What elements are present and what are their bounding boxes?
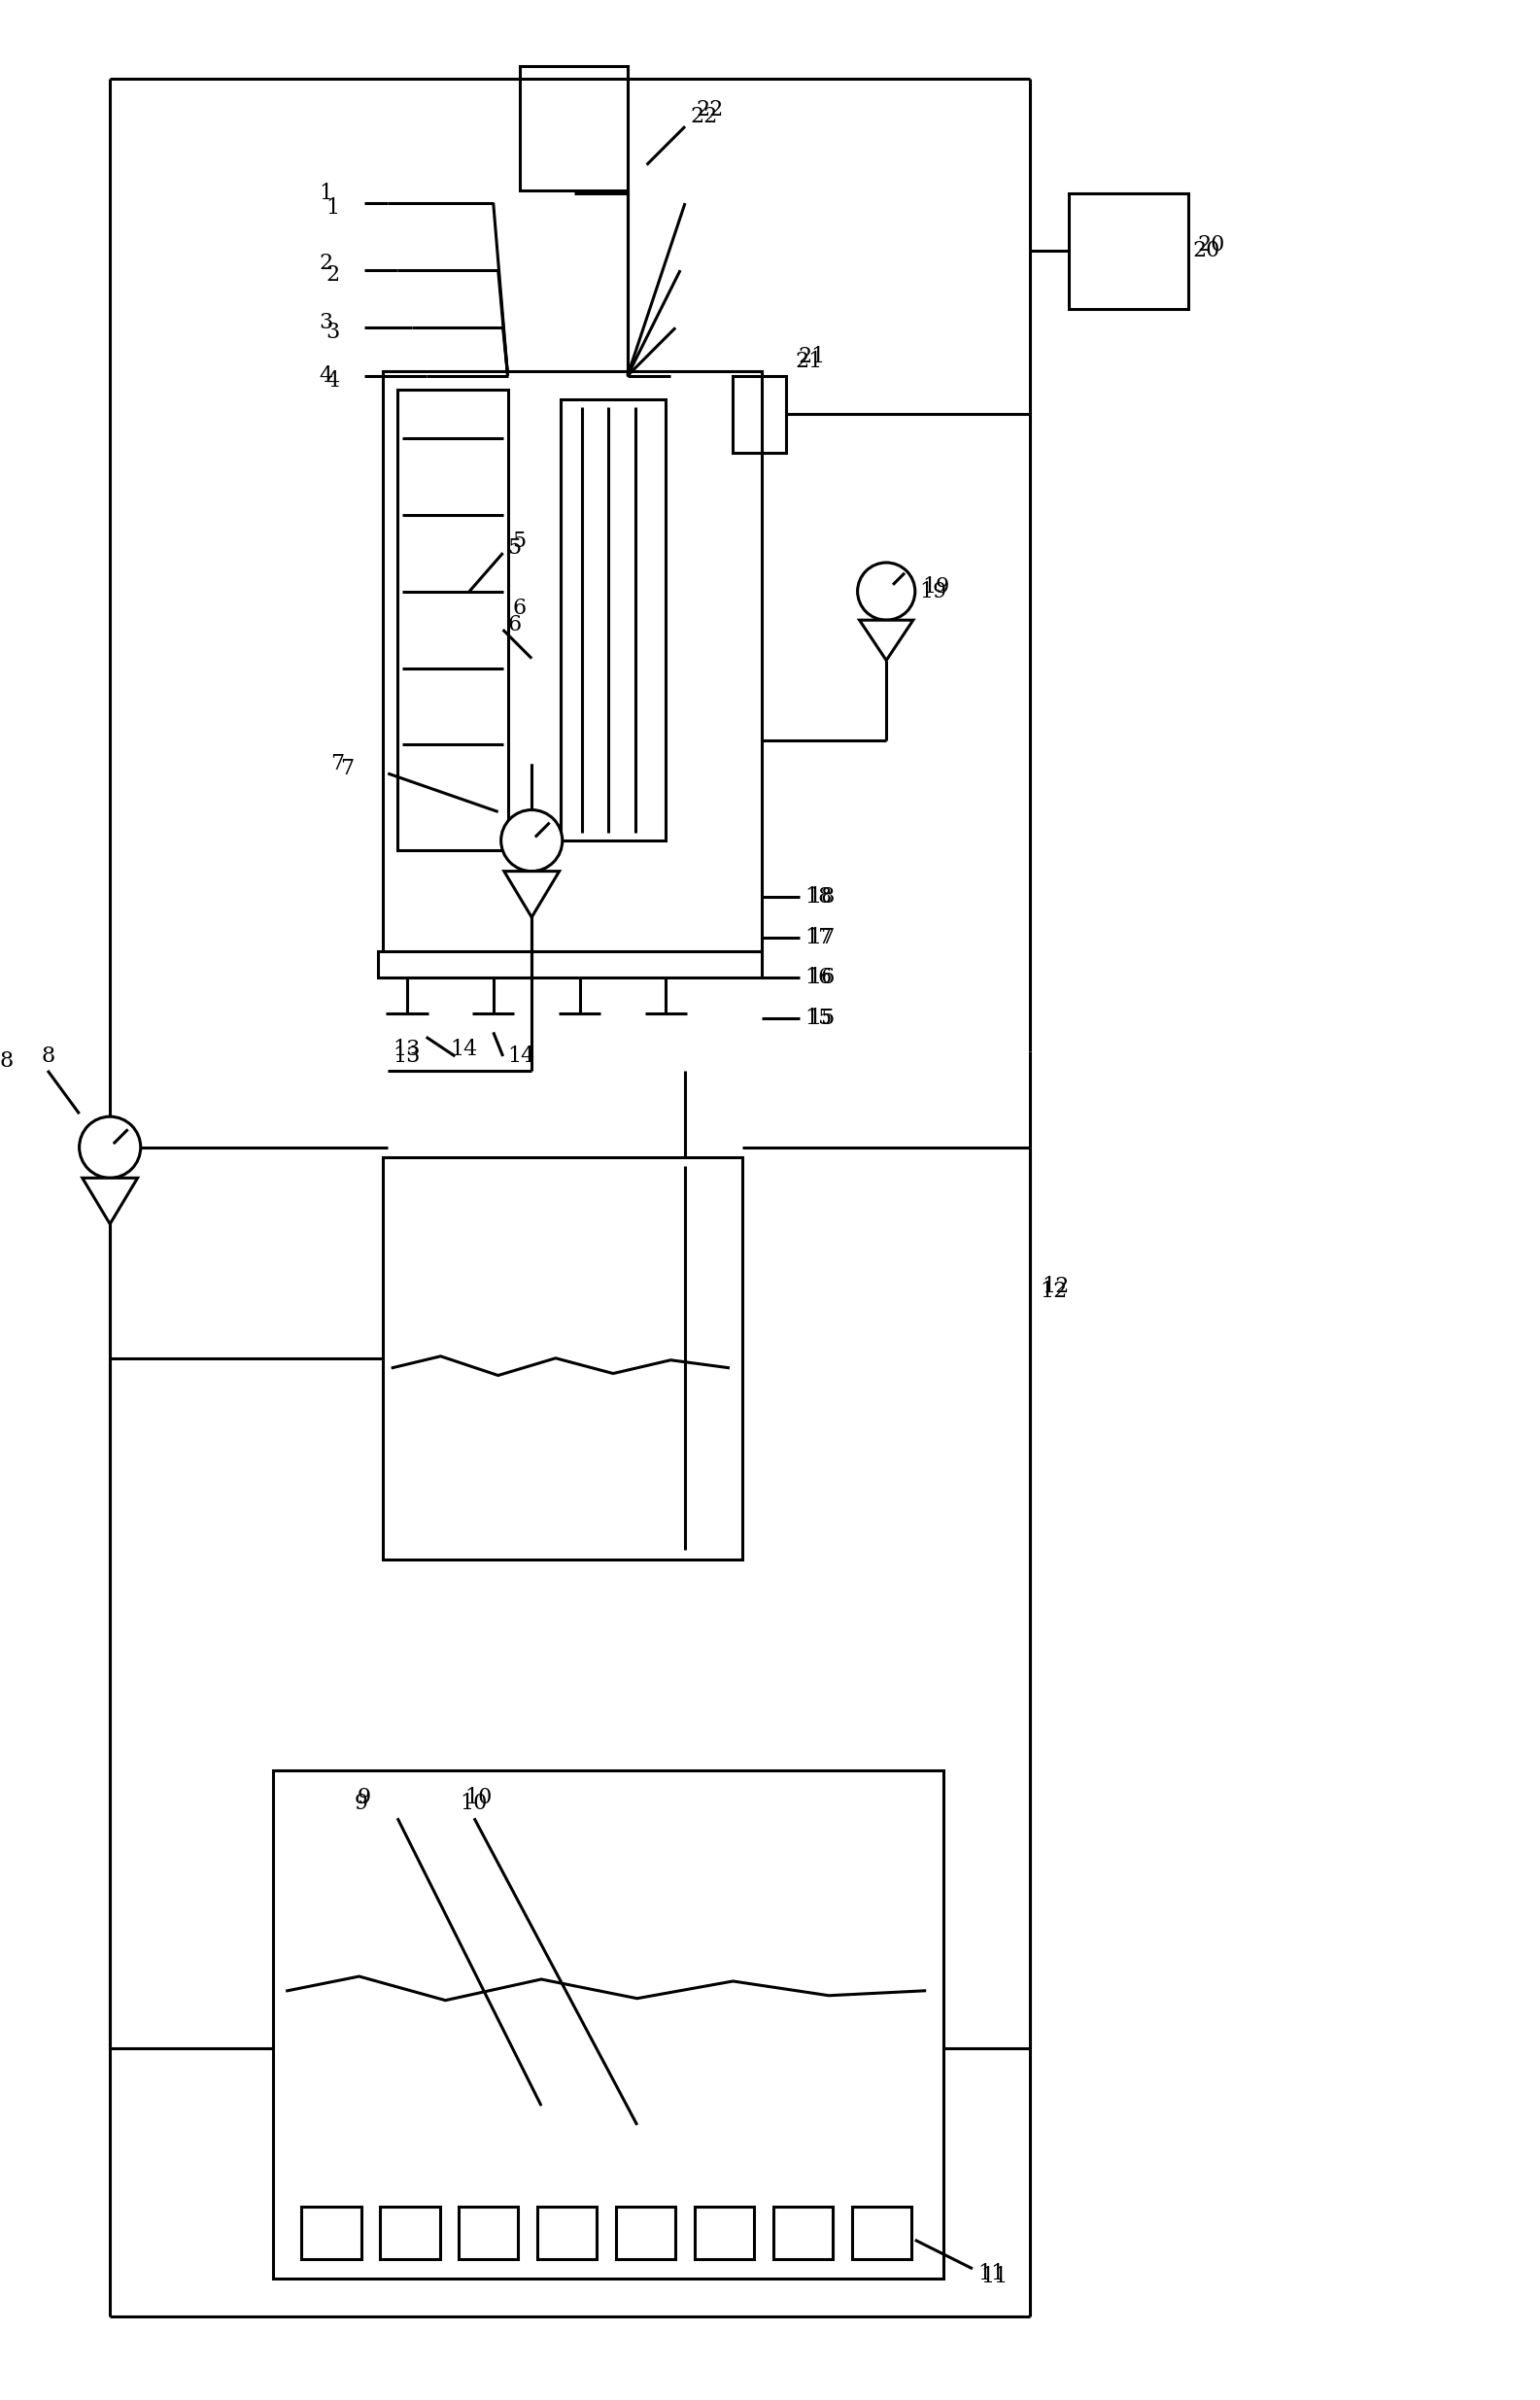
Text: 2: 2 (325, 264, 339, 286)
Text: 6: 6 (508, 614, 522, 636)
Bar (561, 401, 665, 840)
Bar (695, 2206, 755, 2258)
Polygon shape (859, 619, 913, 660)
Text: 8: 8 (0, 1051, 14, 1073)
Bar (273, 1771, 944, 2278)
Text: 12: 12 (1040, 1279, 1067, 1301)
Text: 10: 10 (460, 1793, 487, 1814)
Text: 9: 9 (354, 1793, 368, 1814)
Text: 13: 13 (393, 1039, 420, 1061)
Circle shape (79, 1116, 140, 1178)
Text: 18: 18 (805, 886, 833, 907)
Text: 15: 15 (807, 1008, 835, 1030)
Text: 16: 16 (805, 967, 832, 989)
Text: 4: 4 (319, 365, 333, 386)
Text: 7: 7 (331, 754, 343, 775)
Text: 8: 8 (42, 1046, 55, 1068)
Text: 7: 7 (340, 758, 354, 780)
Bar (616, 2206, 676, 2258)
Text: 14: 14 (450, 1039, 477, 1061)
Text: 1: 1 (325, 197, 339, 218)
Bar (380, 2206, 439, 2258)
Text: 21: 21 (798, 346, 825, 367)
Text: 3: 3 (319, 312, 333, 334)
Text: 12: 12 (1041, 1274, 1069, 1296)
Bar (537, 2206, 598, 2258)
Bar (383, 1157, 742, 1560)
Text: 22: 22 (690, 106, 718, 127)
Text: 17: 17 (807, 926, 835, 948)
Text: 4: 4 (325, 370, 339, 391)
Text: 9: 9 (357, 1786, 371, 1807)
Bar (459, 2206, 519, 2258)
Text: 18: 18 (807, 886, 835, 907)
Text: 19: 19 (922, 576, 950, 598)
Text: 6: 6 (513, 598, 527, 619)
Text: 2: 2 (319, 252, 333, 274)
Bar (383, 372, 762, 960)
Text: 1: 1 (319, 182, 333, 204)
Polygon shape (504, 871, 559, 917)
Text: 22: 22 (696, 98, 724, 120)
Text: 20: 20 (1194, 240, 1221, 262)
Bar (302, 2206, 360, 2258)
Text: 21: 21 (795, 350, 822, 372)
Circle shape (500, 809, 562, 871)
Bar (379, 950, 762, 977)
Bar (852, 2206, 912, 2258)
Circle shape (858, 562, 915, 619)
Text: 10: 10 (465, 1786, 493, 1807)
Text: 16: 16 (807, 967, 835, 989)
Text: 17: 17 (805, 926, 832, 948)
Bar (733, 377, 785, 451)
Bar (773, 2206, 833, 2258)
Text: 5: 5 (513, 530, 527, 552)
Text: 5: 5 (508, 538, 522, 559)
Polygon shape (82, 1178, 137, 1224)
Bar (1069, 194, 1189, 310)
Text: 14: 14 (508, 1046, 536, 1068)
Text: 20: 20 (1198, 233, 1226, 254)
Text: 15: 15 (805, 1008, 832, 1030)
Text: 19: 19 (919, 581, 947, 602)
Bar (521, 67, 627, 190)
Bar (397, 391, 508, 850)
Text: 11: 11 (978, 2263, 1004, 2285)
Text: 13: 13 (393, 1046, 420, 1068)
Text: 11: 11 (981, 2266, 1007, 2287)
Text: 3: 3 (325, 322, 339, 343)
